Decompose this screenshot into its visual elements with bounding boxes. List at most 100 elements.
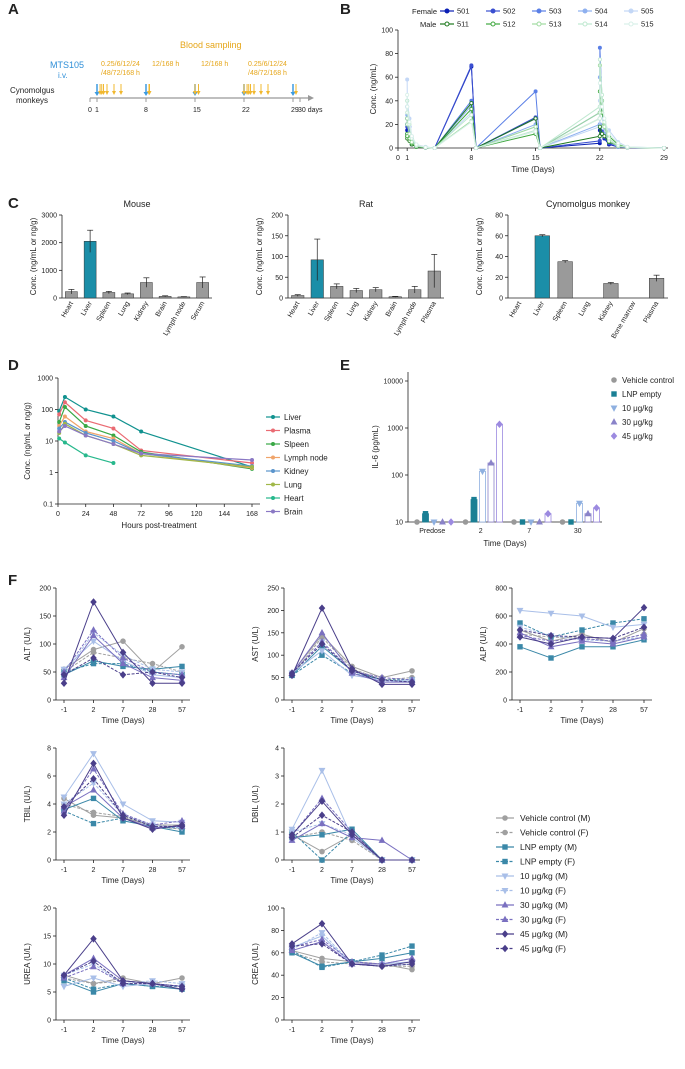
- series-line: [291, 654, 412, 681]
- x-tick-label: 57: [178, 1027, 186, 1034]
- sampling-group: 12/168 h: [147, 61, 197, 95]
- legend-label: Liver: [284, 413, 302, 422]
- data-point: [533, 89, 538, 94]
- data-point: [600, 104, 605, 109]
- data-point: [408, 960, 416, 968]
- x-tick-label: Serum: [190, 300, 206, 322]
- y-tick-label: 100: [267, 653, 279, 660]
- panel-d-legend: Liver Plasma Slpeen Lymph node Kidney Lung Hea…: [266, 413, 328, 517]
- y-tick-label: 200: [39, 586, 51, 593]
- data-point: [111, 414, 116, 419]
- data-point: [90, 820, 97, 827]
- data-point: [379, 952, 385, 958]
- data-point: [516, 626, 524, 634]
- panel-f-alp: 0 200 400 600 800 -1 2 7 28 57 Time (Days) ALP (U/L…: [479, 586, 652, 725]
- legend-marker: [502, 858, 508, 865]
- sampling-arrow-head: [259, 91, 263, 95]
- y-tick-label: 150: [39, 614, 51, 621]
- x-tick-label: 2: [479, 528, 483, 535]
- series-line-group: [288, 640, 416, 686]
- legend-label: 502: [503, 7, 516, 16]
- data-point: [178, 673, 186, 682]
- legend-swatch-marker: [490, 21, 496, 27]
- data-point: [378, 676, 386, 684]
- x-tick-label: 57: [408, 707, 416, 714]
- data-point: [318, 640, 326, 648]
- timeline-tick-label: 29: [291, 107, 299, 114]
- data-point: [319, 958, 325, 965]
- data-point: [60, 671, 68, 679]
- data-point: [178, 679, 186, 687]
- x-axis-label: Time (Days): [101, 1036, 145, 1045]
- data-point: [469, 112, 474, 117]
- panel-f-legend: Vehicle control (M) Vehicle control (F) LN…: [496, 813, 591, 954]
- y-tick-label: 20: [385, 122, 393, 129]
- sampling-title: Blood sampling: [180, 40, 242, 50]
- legend-swatch-marker: [490, 8, 496, 14]
- data-point: [288, 946, 296, 954]
- data-point: [640, 623, 648, 631]
- x-axis-label: Time (Days): [330, 716, 374, 725]
- data-point: [318, 919, 326, 928]
- data-point: [378, 856, 386, 864]
- y-tick-label: 8: [47, 746, 51, 753]
- x-tick-label: 28: [378, 867, 386, 874]
- x-tick-label: 2: [92, 707, 96, 714]
- series-line: [519, 633, 645, 642]
- y-tick-label: 80: [271, 928, 279, 935]
- x-tick-label: 2: [320, 867, 324, 874]
- legend-label: 501: [457, 7, 470, 16]
- x-tick-label: 22: [596, 155, 604, 162]
- y-tick-label: 0: [275, 858, 279, 865]
- legend-label: 503: [549, 7, 562, 16]
- y-tick-label: 3: [275, 774, 279, 781]
- data-point: [119, 671, 127, 679]
- y-tick-label: 0: [47, 698, 51, 705]
- x-tick-label: 2: [320, 707, 324, 714]
- legend-label: 10 μg/kg (M): [520, 871, 568, 881]
- data-point: [318, 648, 326, 655]
- data-point: [319, 857, 325, 863]
- series-line: [58, 401, 253, 464]
- y-tick-label: 100: [391, 473, 403, 480]
- legend-marker: [501, 915, 509, 922]
- legend-marker: [611, 377, 617, 383]
- y-tick-label: 0: [503, 698, 507, 705]
- data-point: [533, 129, 538, 134]
- data-point: [479, 468, 486, 476]
- y-tick-label: 10: [43, 962, 51, 969]
- timeline-tick-label: 0: [88, 107, 92, 114]
- series-line-group: [516, 607, 648, 632]
- panel-c-rat: 0 50 100 150 200 Rat Conc. (ng/mL or ng/g) Hear…: [255, 199, 444, 337]
- chart-title: Rat: [359, 199, 374, 209]
- legend-swatch-marker: [628, 8, 634, 14]
- y-tick-label: 0: [275, 1018, 279, 1025]
- bar: [487, 462, 495, 523]
- data-point: [90, 631, 97, 639]
- bar: [496, 423, 503, 523]
- data-point: [378, 836, 386, 843]
- data-point: [597, 134, 602, 139]
- x-tick-label: 72: [137, 511, 145, 518]
- x-tick-label: Lung: [346, 300, 360, 317]
- data-point: [516, 633, 524, 641]
- panel-f-crea: 0 20 40 60 80 100 -1 2 7 28 57 Time (Days) CREA (U/L…: [251, 906, 420, 1045]
- data-point: [407, 120, 412, 125]
- y-tick-label: 150: [267, 630, 279, 637]
- data-point: [119, 801, 127, 808]
- data-point: [405, 77, 410, 82]
- y-tick-label: 200: [267, 608, 279, 615]
- legend-label: Vehicle control (F): [520, 828, 589, 838]
- legend-label: 45 μg/kg (M): [520, 929, 568, 939]
- panel-e-chart: 10 100 1000 10000 IL-6 (pg/mL) Time (Days) Pre…: [371, 372, 602, 548]
- data-point: [469, 63, 474, 68]
- sampling-arrow-head: [119, 91, 123, 95]
- data-point: [111, 439, 116, 443]
- x-tick-label: Bone marrow: [611, 300, 638, 340]
- series-line: [291, 831, 412, 861]
- x-tick-label: Brain: [155, 300, 169, 318]
- data-point: [423, 145, 428, 150]
- data-point: [578, 633, 586, 641]
- data-point: [430, 519, 438, 526]
- x-axis-label: Time (Days): [483, 539, 527, 548]
